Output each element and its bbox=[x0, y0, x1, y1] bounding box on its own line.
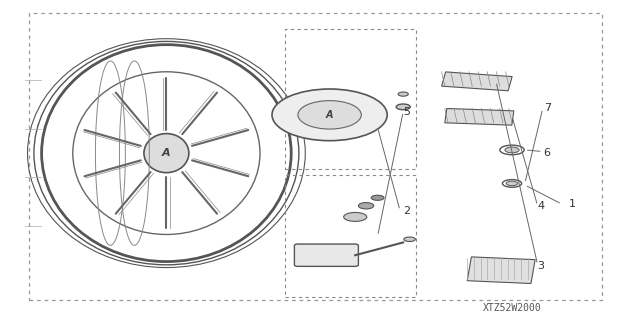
Ellipse shape bbox=[344, 212, 367, 221]
Ellipse shape bbox=[398, 92, 408, 96]
Text: 5: 5 bbox=[403, 107, 410, 117]
Text: A: A bbox=[326, 110, 333, 120]
Text: 3: 3 bbox=[538, 261, 544, 271]
Ellipse shape bbox=[358, 203, 374, 209]
Text: XTZ52W2000: XTZ52W2000 bbox=[483, 303, 541, 313]
Ellipse shape bbox=[371, 195, 384, 200]
Bar bbox=[467, 257, 535, 284]
Text: 1: 1 bbox=[570, 199, 576, 209]
Text: 7: 7 bbox=[543, 103, 551, 114]
Ellipse shape bbox=[144, 134, 189, 173]
Bar bbox=[285, 175, 416, 297]
Bar bbox=[445, 108, 514, 125]
Bar bbox=[285, 29, 416, 169]
Text: A: A bbox=[162, 148, 171, 158]
Text: 6: 6 bbox=[544, 148, 550, 158]
FancyBboxPatch shape bbox=[294, 244, 358, 266]
Ellipse shape bbox=[404, 237, 415, 241]
Text: 2: 2 bbox=[403, 205, 410, 216]
Ellipse shape bbox=[396, 104, 410, 110]
Ellipse shape bbox=[505, 147, 519, 153]
Ellipse shape bbox=[272, 89, 387, 141]
Ellipse shape bbox=[506, 181, 518, 186]
Text: 4: 4 bbox=[537, 201, 545, 211]
Ellipse shape bbox=[298, 100, 362, 129]
Bar bbox=[442, 72, 512, 91]
Bar bbox=[29, 13, 602, 300]
